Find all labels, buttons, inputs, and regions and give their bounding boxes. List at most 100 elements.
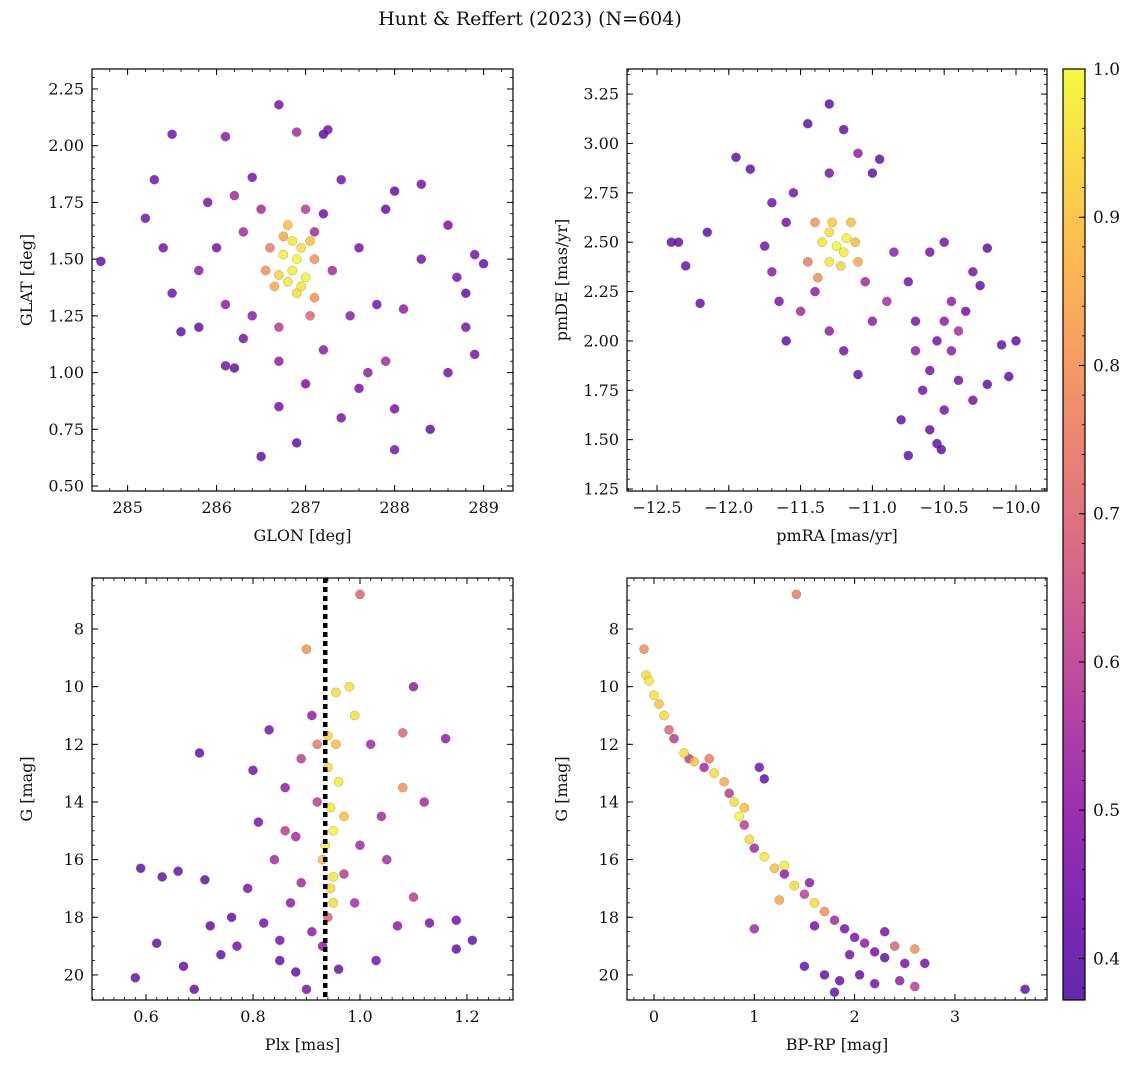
data-point <box>968 395 978 406</box>
data-point <box>910 316 921 327</box>
data-point <box>925 247 935 257</box>
data-point <box>274 100 284 110</box>
data-point <box>291 254 302 264</box>
data-point <box>96 256 106 267</box>
data-point <box>824 227 835 238</box>
y-tick-label: 2.00 <box>583 331 619 350</box>
data-point <box>838 124 849 135</box>
data-point <box>850 237 861 247</box>
data-point <box>824 257 835 267</box>
axes-frame <box>91 577 514 1001</box>
data-point <box>425 424 436 435</box>
data-point <box>130 973 141 983</box>
x-axis-label: Plx [mas] <box>265 1035 340 1054</box>
data-point <box>900 958 910 969</box>
figure-title: Hunt & Reffert (2023) (N=604) <box>378 8 682 30</box>
data-point <box>333 777 344 787</box>
data-point <box>291 127 302 137</box>
x-tick-label: 285 <box>112 498 143 517</box>
data-point <box>810 217 820 228</box>
data-point <box>451 915 462 926</box>
data-point <box>301 984 312 995</box>
data-point <box>982 379 993 390</box>
data-point <box>354 242 364 253</box>
y-tick-label: 2.75 <box>583 183 619 202</box>
y-tick-label: 12 <box>64 735 84 754</box>
data-point <box>849 932 860 943</box>
data-point <box>291 288 302 299</box>
data-point <box>344 681 355 692</box>
data-point <box>193 265 204 276</box>
data-point <box>232 941 242 951</box>
data-point <box>309 227 320 237</box>
data-point <box>719 777 730 787</box>
x-tick-label: −12.5 <box>632 498 681 517</box>
data-point <box>836 261 846 271</box>
y-tick-label: 1.25 <box>583 480 619 499</box>
data-point <box>318 208 329 219</box>
data-point <box>734 811 745 822</box>
data-point <box>264 725 274 735</box>
data-point <box>781 217 792 228</box>
data-point <box>879 926 890 937</box>
data-point <box>307 710 317 721</box>
data-point <box>860 276 871 287</box>
data-point <box>939 316 950 327</box>
data-point <box>469 249 480 260</box>
data-point <box>408 892 419 902</box>
data-point <box>296 877 307 888</box>
data-point <box>274 955 285 966</box>
data-point <box>844 949 855 960</box>
data-point <box>285 898 296 908</box>
data-point <box>296 281 307 292</box>
data-point <box>194 748 205 758</box>
data-point <box>838 345 849 356</box>
data-point <box>278 231 289 242</box>
data-point <box>274 270 284 280</box>
data-point <box>309 292 320 303</box>
y-axis-label: pmDE [mas/yr] <box>552 219 571 342</box>
x-tick-label: 1.2 <box>454 1007 479 1026</box>
y-tick-label: 0.50 <box>48 477 84 496</box>
colorbar-tick-label: 0.4 <box>1093 949 1120 969</box>
data-point <box>365 739 376 750</box>
data-point <box>749 843 760 853</box>
data-point <box>689 756 699 767</box>
data-point <box>939 405 950 415</box>
x-tick-label: 1.0 <box>347 1007 372 1026</box>
data-point <box>200 875 210 885</box>
x-tick-label: 286 <box>201 498 232 517</box>
data-point <box>936 444 947 455</box>
colorbar-tick-label: 0.7 <box>1093 505 1120 525</box>
data-point <box>680 261 691 271</box>
y-tick-label: 16 <box>64 850 84 869</box>
data-point <box>287 236 298 246</box>
data-point <box>349 898 360 908</box>
data-point <box>894 975 905 986</box>
y-tick-label: 10 <box>599 677 619 696</box>
data-point <box>1020 984 1030 995</box>
data-point <box>363 367 373 378</box>
y-tick-label: 10 <box>64 677 84 696</box>
data-point <box>953 375 964 386</box>
data-point <box>205 921 215 931</box>
data-point <box>265 242 275 253</box>
data-point <box>982 243 993 253</box>
data-point <box>649 690 659 701</box>
data-point <box>349 710 360 721</box>
y-tick-label: 0.75 <box>48 420 84 439</box>
data-point <box>211 242 222 253</box>
data-point <box>216 949 226 960</box>
y-axis-label: G [mag] <box>552 756 571 821</box>
colorbar: 0.4 0.5 0.6 0.7 0.8 0.9 1.0 <box>1062 60 1120 1001</box>
data-point <box>238 227 249 237</box>
data-point <box>460 288 471 299</box>
data-point <box>803 257 813 267</box>
data-point <box>920 958 930 969</box>
data-point <box>278 249 289 260</box>
data-point <box>305 236 315 246</box>
y-axis-label: G [mag] <box>17 756 36 821</box>
data-point <box>238 333 249 344</box>
data-point <box>242 883 253 894</box>
